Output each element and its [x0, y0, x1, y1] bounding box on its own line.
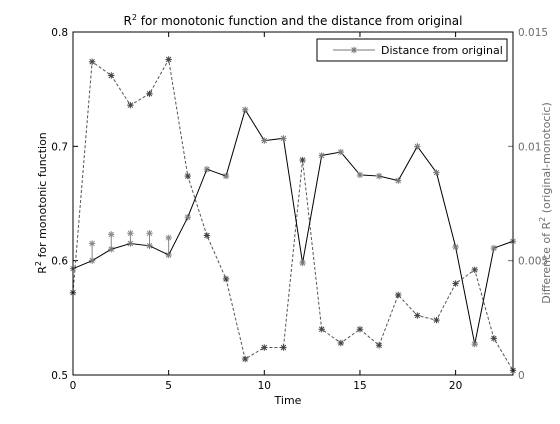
distance-point [376, 342, 382, 348]
r2-point [376, 173, 382, 179]
y-right-tick-label: 0.01 [518, 141, 541, 153]
y-axis-left-title-rest: for monotonic function [36, 132, 49, 261]
chart-title: R2 for monotonic function and the distan… [124, 13, 463, 28]
whisker-marker [165, 235, 171, 241]
y-right-tick-label: 0 [518, 370, 525, 382]
r2-point [299, 260, 305, 266]
r2-point [472, 341, 478, 347]
distance-point [357, 326, 363, 332]
distance-point [318, 326, 324, 332]
r2-point [223, 173, 229, 179]
x-tick-label: 0 [70, 380, 77, 392]
x-tick-label: 5 [165, 380, 172, 392]
whisker-marker [89, 240, 95, 246]
r2-point [395, 177, 401, 183]
chart-title-main: R [124, 14, 132, 28]
r2-point [165, 252, 171, 258]
r2-point [357, 172, 363, 178]
legend-marker-icon [351, 47, 357, 53]
r2-point [280, 135, 286, 141]
distance-point [280, 344, 286, 350]
distance-point [165, 56, 171, 62]
distance-point [472, 267, 478, 273]
distance-point [261, 344, 267, 350]
distance-point [338, 340, 344, 346]
r2-point [261, 137, 267, 143]
distance-point [146, 91, 152, 97]
x-axis-title: Time [274, 394, 302, 407]
r2-point [414, 143, 420, 149]
r2-point [89, 257, 95, 263]
y-left-tick-label: 0.5 [51, 370, 68, 382]
r2-point [185, 214, 191, 220]
x-tick-label: 15 [353, 380, 366, 392]
distance-point [108, 72, 114, 78]
r2-point [242, 107, 248, 113]
distance-point [299, 157, 305, 163]
distance-point [223, 276, 229, 282]
y-axis-left-title: R2 for monotonic function [34, 132, 49, 274]
distance-point [414, 312, 420, 318]
legend: Distance from original [317, 39, 507, 61]
y-left-tick-label: 0.7 [51, 141, 68, 153]
r2-point [433, 169, 439, 175]
whisker-marker [146, 230, 152, 236]
y-left-tick-label: 0.6 [51, 256, 68, 268]
x-tick-label: 10 [258, 380, 271, 392]
whisker-marker [127, 230, 133, 236]
r2-point [204, 166, 210, 172]
distance-point [127, 102, 133, 108]
distance-point [185, 173, 191, 179]
r2-point [318, 152, 324, 158]
r2-point [146, 243, 152, 249]
distance-point [89, 59, 95, 65]
y-axis-right-title: Difference of R2 (original-monotocic) [538, 102, 553, 304]
distance-point [433, 317, 439, 323]
chart-title-rest: for monotonic function and the distance … [137, 14, 463, 28]
y-axis-right-title-rest: (original-monotocic) [540, 102, 553, 217]
x-tick-label: 20 [449, 380, 462, 392]
legend-star [351, 47, 357, 53]
distance-point [204, 232, 210, 238]
distance-point [452, 280, 458, 286]
distance-point [395, 292, 401, 298]
distance-point [491, 335, 497, 341]
distance-point [242, 356, 248, 362]
r2-point [491, 245, 497, 251]
r2-point [452, 244, 458, 250]
r2-point [338, 149, 344, 155]
legend-label: Distance from original [381, 44, 503, 57]
r2-point [127, 240, 133, 246]
y-left-tick-label: 0.8 [51, 27, 68, 39]
y-right-tick-label: 0.015 [518, 27, 548, 39]
y-right-tick-label: 0.005 [518, 256, 548, 268]
r2-point [108, 246, 114, 252]
whisker-marker [108, 231, 114, 237]
